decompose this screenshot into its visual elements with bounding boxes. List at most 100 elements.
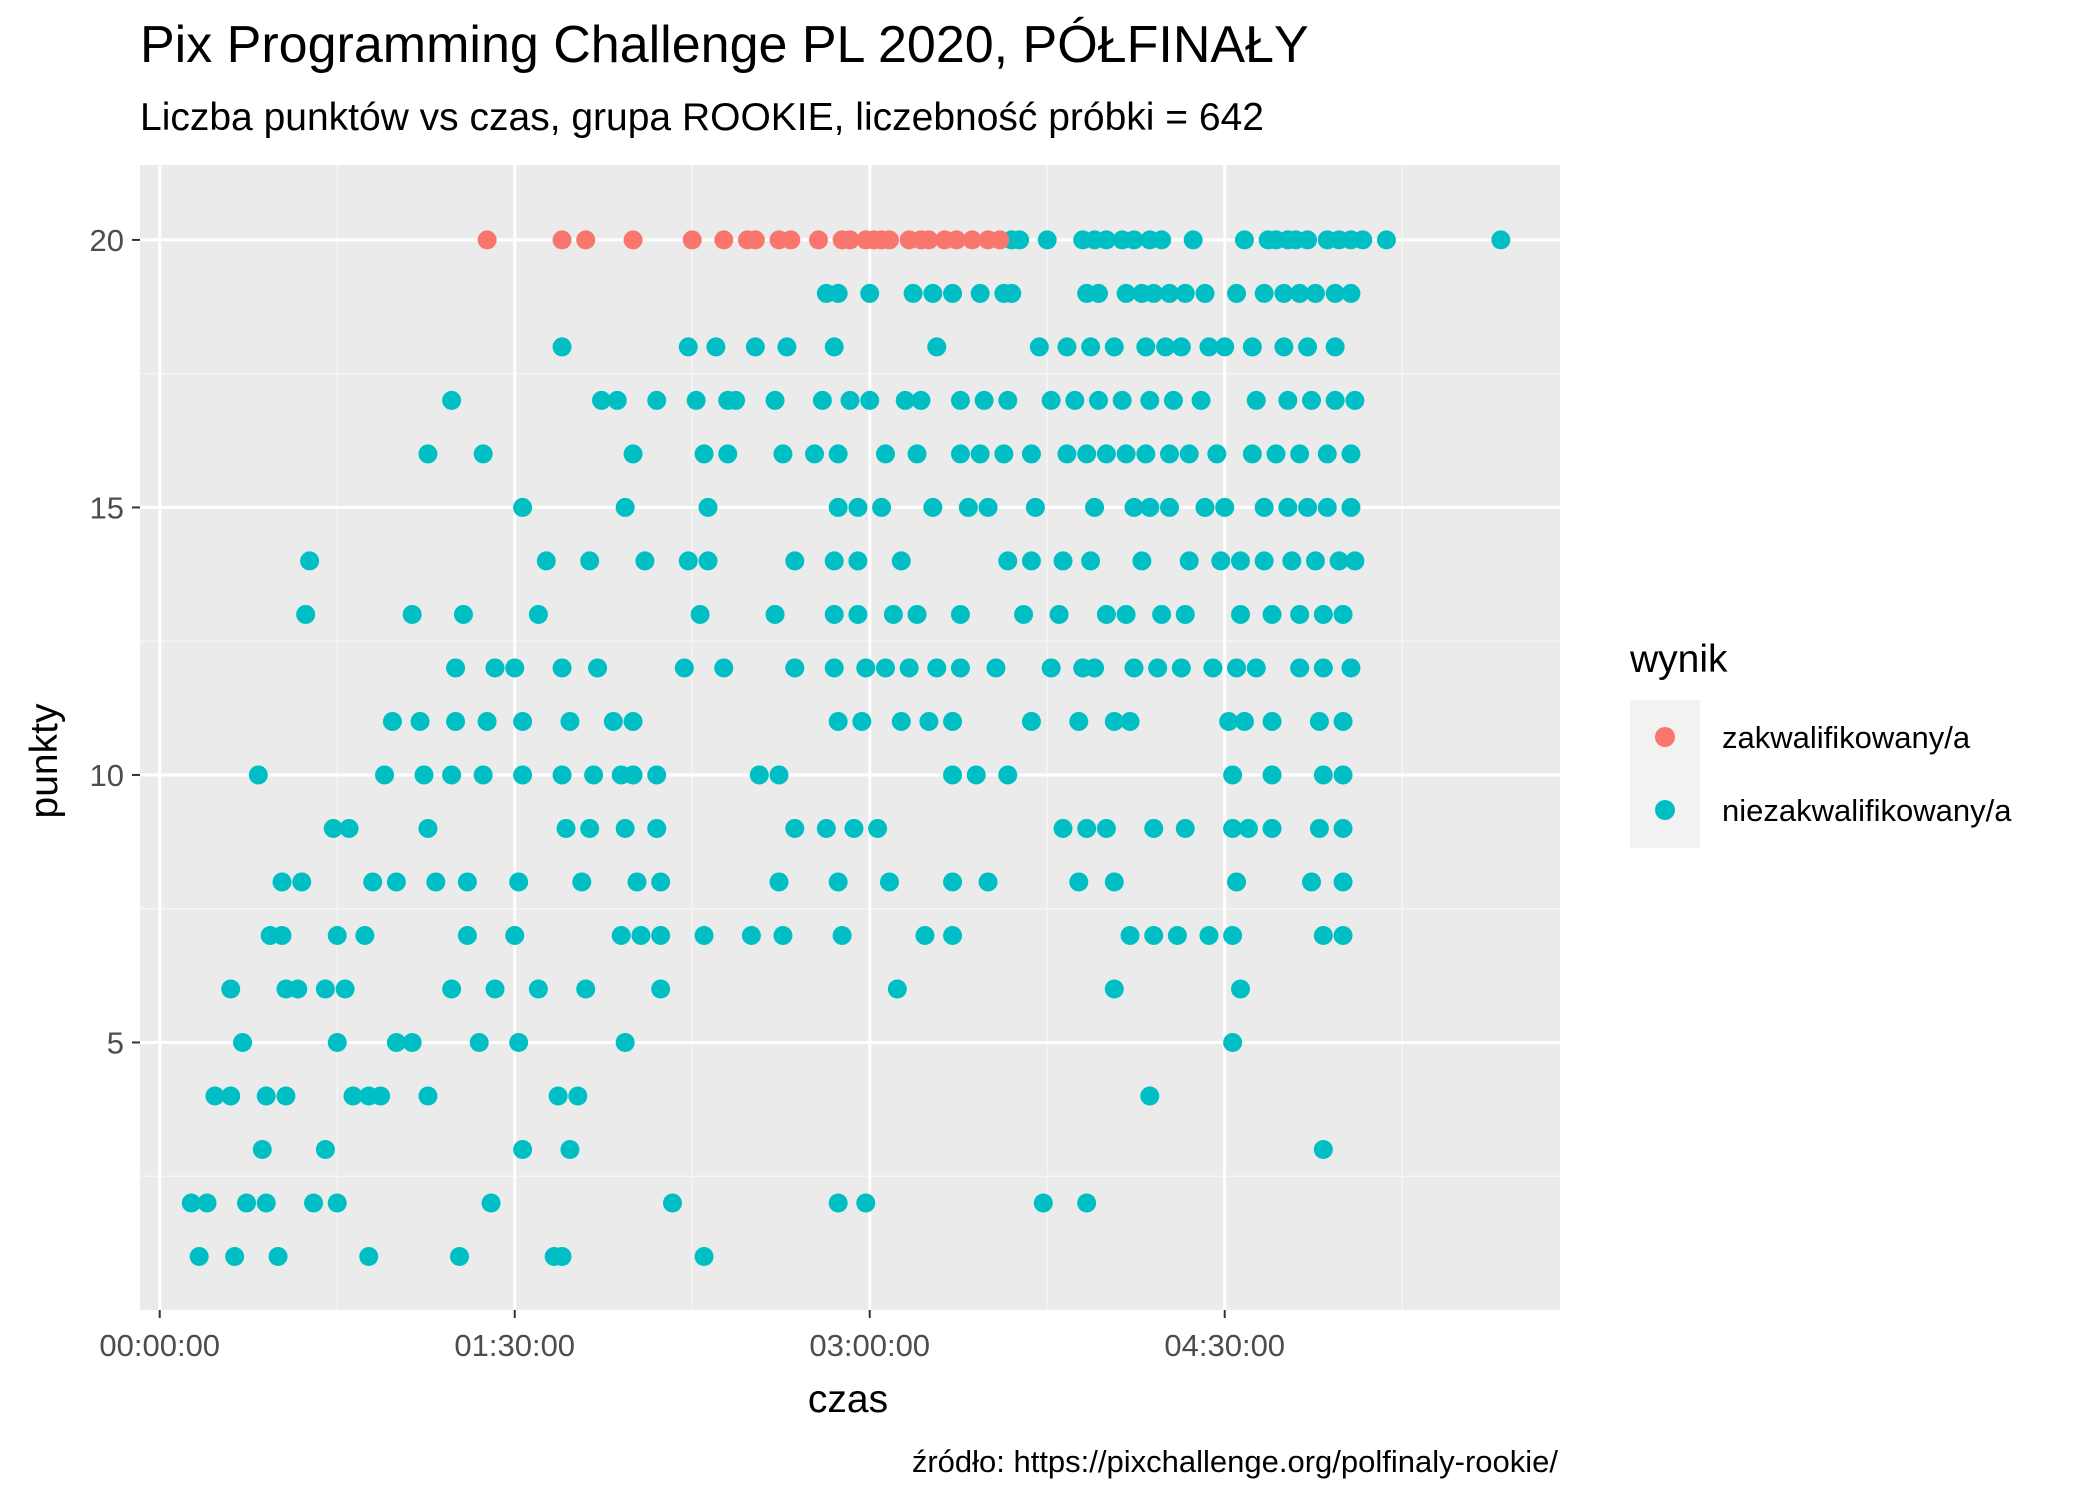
data-point: [485, 658, 505, 678]
data-point: [970, 444, 990, 464]
data-point: [741, 925, 761, 945]
data-point: [986, 658, 1006, 678]
data-point: [745, 230, 765, 250]
data-point: [998, 390, 1018, 410]
data-point: [296, 604, 316, 624]
data-point: [647, 818, 667, 838]
data-point: [1262, 711, 1282, 731]
data-point: [552, 230, 572, 250]
data-point: [1065, 390, 1085, 410]
data-point: [1313, 1139, 1333, 1159]
data-point: [386, 1032, 406, 1052]
data-point: [1305, 551, 1325, 571]
data-point: [1313, 925, 1333, 945]
data-point: [1021, 551, 1041, 571]
legend-key-zakwalifikowany: [1655, 727, 1675, 747]
data-point: [978, 872, 998, 892]
data-point: [513, 711, 533, 731]
data-point: [1278, 497, 1298, 517]
data-point: [686, 390, 706, 410]
data-point: [453, 604, 473, 624]
data-point: [1136, 444, 1156, 464]
data-point: [1049, 604, 1069, 624]
data-point: [457, 872, 477, 892]
data-point: [773, 925, 793, 945]
data-point: [903, 283, 923, 303]
data-point: [607, 390, 627, 410]
data-point: [690, 604, 710, 624]
data-point: [706, 337, 726, 357]
axis-ticks: [132, 238, 1226, 1318]
data-point: [856, 658, 876, 678]
legend-key-niezakwalifikowany: [1655, 800, 1675, 820]
data-point: [580, 551, 600, 571]
data-point: [359, 1246, 379, 1266]
data-point: [1025, 497, 1045, 517]
data-point: [1160, 283, 1179, 303]
data-point: [528, 979, 548, 999]
legend-label-zakwalifikowany: zakwalifikowany/a: [1722, 720, 1971, 755]
data-point: [907, 604, 927, 624]
data-point: [1163, 390, 1183, 410]
data-point: [1491, 230, 1511, 250]
data-point: [592, 390, 611, 410]
data-point: [513, 1139, 533, 1159]
data-point: [923, 283, 943, 303]
data-point: [895, 390, 915, 410]
data-point: [1069, 711, 1089, 731]
data-point: [1104, 872, 1124, 892]
data-point: [473, 444, 493, 464]
y-axis-title: punkty: [23, 703, 66, 818]
data-point: [509, 1032, 529, 1052]
data-point: [1199, 337, 1219, 357]
data-point: [1353, 230, 1373, 250]
data-point: [1223, 1032, 1243, 1052]
y-tick-label: 10: [90, 758, 124, 793]
data-point: [327, 925, 347, 945]
data-point: [840, 390, 860, 410]
data-point: [998, 765, 1018, 785]
data-point: [950, 658, 970, 678]
data-point: [1207, 444, 1227, 464]
data-point: [1053, 551, 1073, 571]
data-point: [288, 979, 308, 999]
data-point: [805, 444, 824, 464]
data-point: [765, 390, 785, 410]
data-point: [651, 979, 671, 999]
data-point: [343, 1086, 363, 1106]
data-point: [950, 390, 970, 410]
data-point: [588, 658, 608, 678]
data-point: [1140, 497, 1160, 517]
data-point: [970, 283, 990, 303]
data-point: [785, 658, 805, 678]
data-point: [1183, 230, 1203, 250]
data-point: [745, 337, 765, 357]
data-point: [1246, 658, 1266, 678]
data-point: [1116, 604, 1136, 624]
data-point: [1041, 390, 1061, 410]
data-point: [718, 444, 738, 464]
data-point: [769, 872, 789, 892]
data-point: [1333, 765, 1353, 785]
data-point: [1002, 283, 1022, 303]
data-point: [1333, 818, 1353, 838]
data-point: [252, 1139, 272, 1159]
data-point: [651, 872, 671, 892]
data-point: [876, 444, 895, 464]
data-point: [907, 444, 927, 464]
data-point: [1096, 230, 1116, 250]
data-point: [1215, 497, 1235, 517]
data-point: [947, 230, 966, 250]
data-point: [1175, 283, 1195, 303]
data-point: [990, 230, 1010, 250]
data-point: [572, 872, 592, 892]
data-point: [1278, 390, 1298, 410]
data-point: [879, 230, 899, 250]
data-point: [1089, 283, 1108, 303]
data-point: [339, 818, 359, 838]
data-point: [1325, 283, 1345, 303]
data-point: [1096, 604, 1116, 624]
legend-key-background: [1630, 700, 1700, 848]
data-point: [1282, 551, 1302, 571]
data-point: [698, 551, 718, 571]
